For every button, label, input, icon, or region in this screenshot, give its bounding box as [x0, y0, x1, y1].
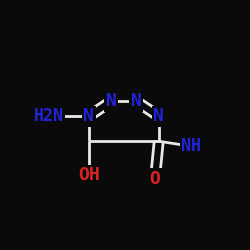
Text: N: N [131, 92, 142, 110]
Text: O: O [150, 170, 160, 188]
Text: N: N [106, 92, 117, 110]
Text: H2N: H2N [34, 107, 64, 125]
Text: N: N [153, 107, 164, 125]
Text: NH: NH [181, 137, 201, 155]
Text: OH: OH [78, 166, 100, 184]
Text: N: N [83, 107, 94, 125]
